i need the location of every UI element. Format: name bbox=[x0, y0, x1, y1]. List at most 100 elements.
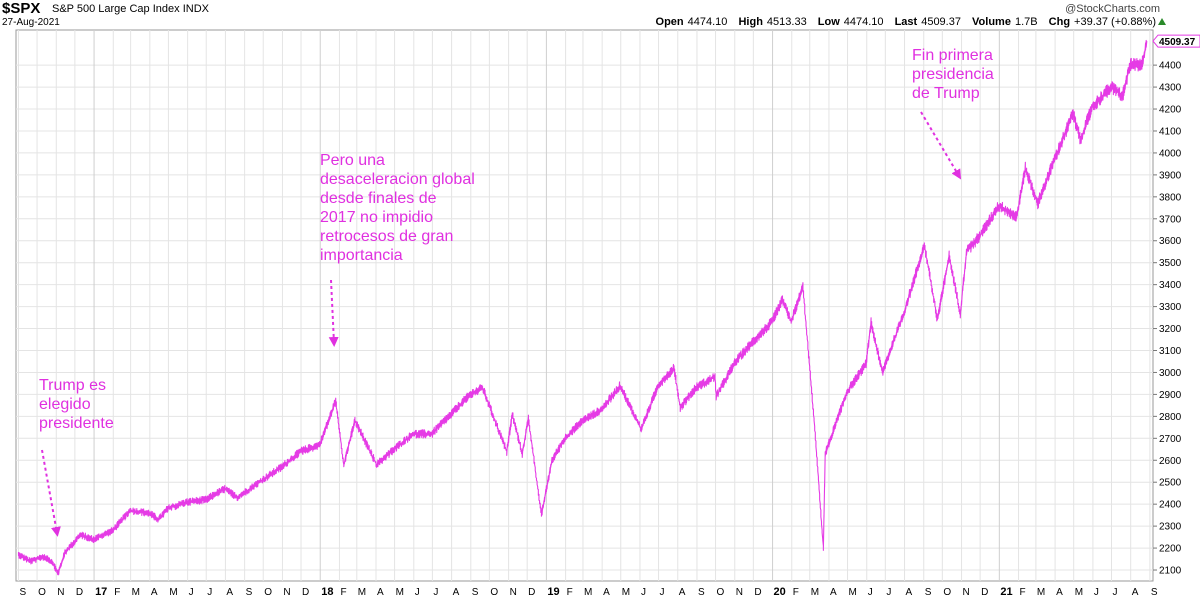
price-line bbox=[17, 39, 1148, 576]
x-axis: S O N D 17 F M A M J J A S O N D 18 F M A M J J A S O N D 19 F M A M J J A S… bbox=[19, 586, 1157, 598]
instrument-name: S&P 500 Large Cap Index INDX bbox=[52, 3, 209, 15]
instrument-title: S&P 500 Large Cap Index bbox=[52, 3, 180, 15]
x-tick-label: F bbox=[114, 587, 120, 598]
x-tick-label: M bbox=[358, 587, 366, 598]
y-tick-label: 2100 bbox=[1159, 566, 1182, 577]
annotation-global-slowdown: Pero una desaceleracion global desde fin… bbox=[320, 152, 475, 264]
x-tick-label: A bbox=[226, 587, 233, 598]
x-tick-label: A bbox=[603, 587, 610, 598]
x-tick-label: 20 bbox=[774, 586, 786, 598]
x-tick-label: F bbox=[1020, 587, 1026, 598]
series-group bbox=[17, 39, 1148, 576]
x-tick-label: M bbox=[1037, 587, 1045, 598]
y-tick-label: 3400 bbox=[1159, 280, 1182, 291]
last-value: 4509.37 bbox=[921, 16, 961, 28]
x-tick-label: N bbox=[57, 587, 64, 598]
y-tick-label: 3500 bbox=[1159, 258, 1182, 269]
high-value: 4513.33 bbox=[766, 16, 807, 28]
open-value: 4474.10 bbox=[687, 16, 728, 28]
y-tick-label: 4300 bbox=[1159, 83, 1182, 94]
x-tick-label: A bbox=[679, 587, 686, 598]
exchange-label: INDX bbox=[182, 3, 209, 15]
last-label: Last bbox=[894, 16, 918, 28]
x-tick-label: F bbox=[340, 587, 346, 598]
last-value-box bbox=[1152, 34, 1200, 48]
x-tick-label: J bbox=[886, 587, 891, 598]
x-tick-label: 19 bbox=[547, 586, 559, 598]
x-tick-label: M bbox=[849, 587, 857, 598]
x-tick-label: D bbox=[76, 587, 83, 598]
x-tick-label: F bbox=[567, 587, 573, 598]
x-tick-label: J bbox=[641, 587, 646, 598]
x-tick-label: A bbox=[1132, 587, 1139, 598]
y-tick-label: 4400 bbox=[1159, 61, 1182, 72]
plot-area bbox=[15, 29, 1154, 582]
y-tick-label: 2700 bbox=[1159, 434, 1182, 445]
annotation-arrow-trump-elected bbox=[41, 449, 61, 537]
low-value: 4474.10 bbox=[843, 16, 884, 28]
x-tick-label: M bbox=[132, 587, 140, 598]
up-arrow-icon bbox=[1158, 18, 1166, 25]
x-tick-label: A bbox=[151, 587, 158, 598]
x-tick-label: D bbox=[754, 587, 761, 598]
low-label: Low bbox=[817, 16, 840, 28]
annotation-arrows bbox=[41, 111, 962, 537]
y-tick-label: 2200 bbox=[1159, 544, 1182, 555]
y-tick-label: 4100 bbox=[1159, 126, 1182, 137]
y-tick-label: 2500 bbox=[1159, 478, 1182, 489]
x-tick-label: J bbox=[1094, 587, 1099, 598]
x-tick-label: A bbox=[1056, 587, 1063, 598]
x-tick-label: O bbox=[490, 587, 498, 598]
x-tick-label: N bbox=[510, 587, 517, 598]
x-tick-label: D bbox=[302, 587, 309, 598]
x-tick-label: J bbox=[415, 587, 420, 598]
x-tick-label: M bbox=[811, 587, 819, 598]
volume-value: 1.7B bbox=[1014, 16, 1038, 28]
y-tick-label: 3100 bbox=[1159, 346, 1182, 357]
x-tick-label: S bbox=[1151, 587, 1158, 598]
x-tick-label: D bbox=[528, 587, 535, 598]
x-tick-label: S bbox=[246, 587, 253, 598]
x-tick-label: J bbox=[433, 587, 438, 598]
x-tick-label: 21 bbox=[1000, 586, 1012, 598]
x-tick-label: A bbox=[830, 587, 837, 598]
chg-value: +39.37 (+0.88%) bbox=[1074, 16, 1156, 28]
y-tick-label: 3000 bbox=[1159, 368, 1182, 379]
x-tick-label: J bbox=[868, 587, 873, 598]
annotation-end-presidency: Fin primera presidencia de Trump bbox=[912, 47, 994, 102]
x-tick-label: J bbox=[189, 587, 194, 598]
chart-header: $SPX S&P 500 Large Cap Index INDX 27-Aug… bbox=[0, 0, 1200, 30]
ohlc-readout: Open 4474.10 High 4513.33 Low 4474.10 Last 4… bbox=[648, 16, 1156, 28]
x-tick-label: O bbox=[943, 587, 951, 598]
x-tick-label: O bbox=[717, 587, 725, 598]
x-tick-label: N bbox=[963, 587, 970, 598]
x-tick-label: O bbox=[264, 587, 272, 598]
y-tick-label: 2900 bbox=[1159, 390, 1182, 401]
high-label: High bbox=[738, 16, 763, 28]
x-tick-label: D bbox=[981, 587, 988, 598]
x-tick-label: 17 bbox=[95, 586, 107, 598]
x-tick-label: M bbox=[584, 587, 592, 598]
x-tick-label: J bbox=[1112, 587, 1117, 598]
x-tick-label: A bbox=[377, 587, 384, 598]
y-tick-label: 2600 bbox=[1159, 456, 1182, 467]
x-tick-label: N bbox=[283, 587, 290, 598]
stockcharts-logo: @StockCharts.com bbox=[1065, 3, 1160, 15]
last-value-marker: 4509.37 bbox=[1152, 34, 1200, 48]
x-tick-label: J bbox=[207, 587, 212, 598]
y-tick-label: 2300 bbox=[1159, 522, 1182, 533]
symbol-label: $SPX bbox=[2, 0, 41, 17]
y-tick-label: 3800 bbox=[1159, 192, 1182, 203]
chg-label: Chg bbox=[1048, 16, 1071, 28]
y-tick-label: 2400 bbox=[1159, 500, 1182, 511]
y-tick-label: 3200 bbox=[1159, 324, 1182, 335]
volume-label: Volume bbox=[972, 16, 1011, 28]
x-tick-label: J bbox=[660, 587, 665, 598]
x-tick-label: S bbox=[698, 587, 705, 598]
y-tick-label: 2800 bbox=[1159, 412, 1182, 423]
x-tick-label: M bbox=[622, 587, 630, 598]
x-tick-label: N bbox=[736, 587, 743, 598]
grid-lines bbox=[16, 30, 1153, 581]
x-tick-label: M bbox=[169, 587, 177, 598]
